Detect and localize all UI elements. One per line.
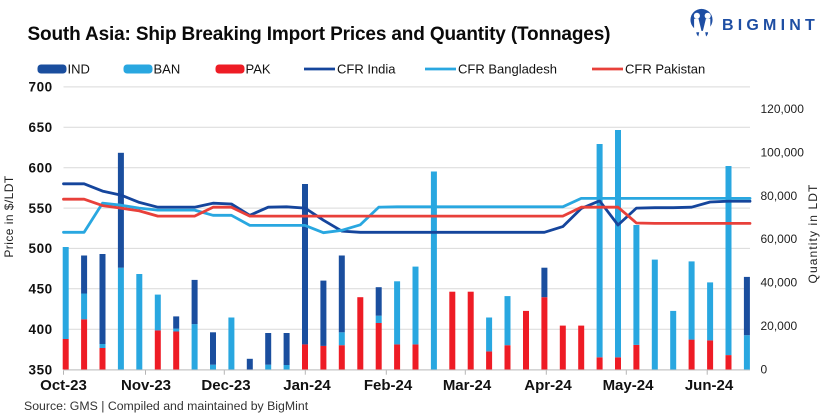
svg-text:PAK: PAK (246, 62, 271, 77)
svg-text:550: 550 (28, 201, 52, 216)
svg-text:500: 500 (28, 241, 52, 256)
svg-text:20,000: 20,000 (761, 319, 798, 333)
svg-text:Quantity in LDT: Quantity in LDT (806, 184, 820, 284)
svg-text:450: 450 (28, 282, 52, 297)
svg-text:Mar-24: Mar-24 (443, 377, 492, 394)
svg-text:CFR India: CFR India (337, 62, 396, 77)
svg-text:120,000: 120,000 (761, 102, 805, 116)
svg-text:Oct-23: Oct-23 (40, 377, 87, 394)
svg-text:650: 650 (28, 120, 52, 135)
svg-text:Nov-23: Nov-23 (121, 377, 171, 394)
svg-text:60,000: 60,000 (761, 232, 798, 246)
svg-text:Jan-24: Jan-24 (283, 377, 331, 394)
svg-text:400: 400 (28, 322, 52, 337)
svg-text:Jun-24: Jun-24 (685, 377, 734, 394)
svg-text:Feb-24: Feb-24 (364, 377, 413, 394)
svg-text:CFR Bangladesh: CFR Bangladesh (458, 62, 557, 77)
svg-text:BAN: BAN (154, 62, 181, 77)
svg-text:700: 700 (28, 80, 52, 95)
svg-text:100,000: 100,000 (761, 145, 805, 159)
svg-text:Price in $/LDT: Price in $/LDT (2, 175, 16, 258)
svg-text:0: 0 (761, 363, 768, 377)
svg-text:40,000: 40,000 (761, 276, 798, 290)
svg-text:Apr-24: Apr-24 (524, 377, 572, 394)
svg-text:Source: GMS | Compiled and mai: Source: GMS | Compiled and maintained by… (24, 399, 309, 413)
svg-text:80,000: 80,000 (761, 189, 798, 203)
svg-text:Dec-23: Dec-23 (201, 377, 250, 394)
svg-text:South Asia: Ship Breaking Impo: South Asia: Ship Breaking Import Prices … (28, 24, 611, 45)
svg-text:600: 600 (28, 160, 52, 175)
svg-text:CFR Pakistan: CFR Pakistan (625, 62, 705, 77)
svg-text:IND: IND (68, 62, 90, 77)
svg-text:350: 350 (28, 362, 52, 377)
svg-text:May-24: May-24 (603, 377, 655, 394)
svg-text:BIGMINT: BIGMINT (722, 17, 819, 34)
